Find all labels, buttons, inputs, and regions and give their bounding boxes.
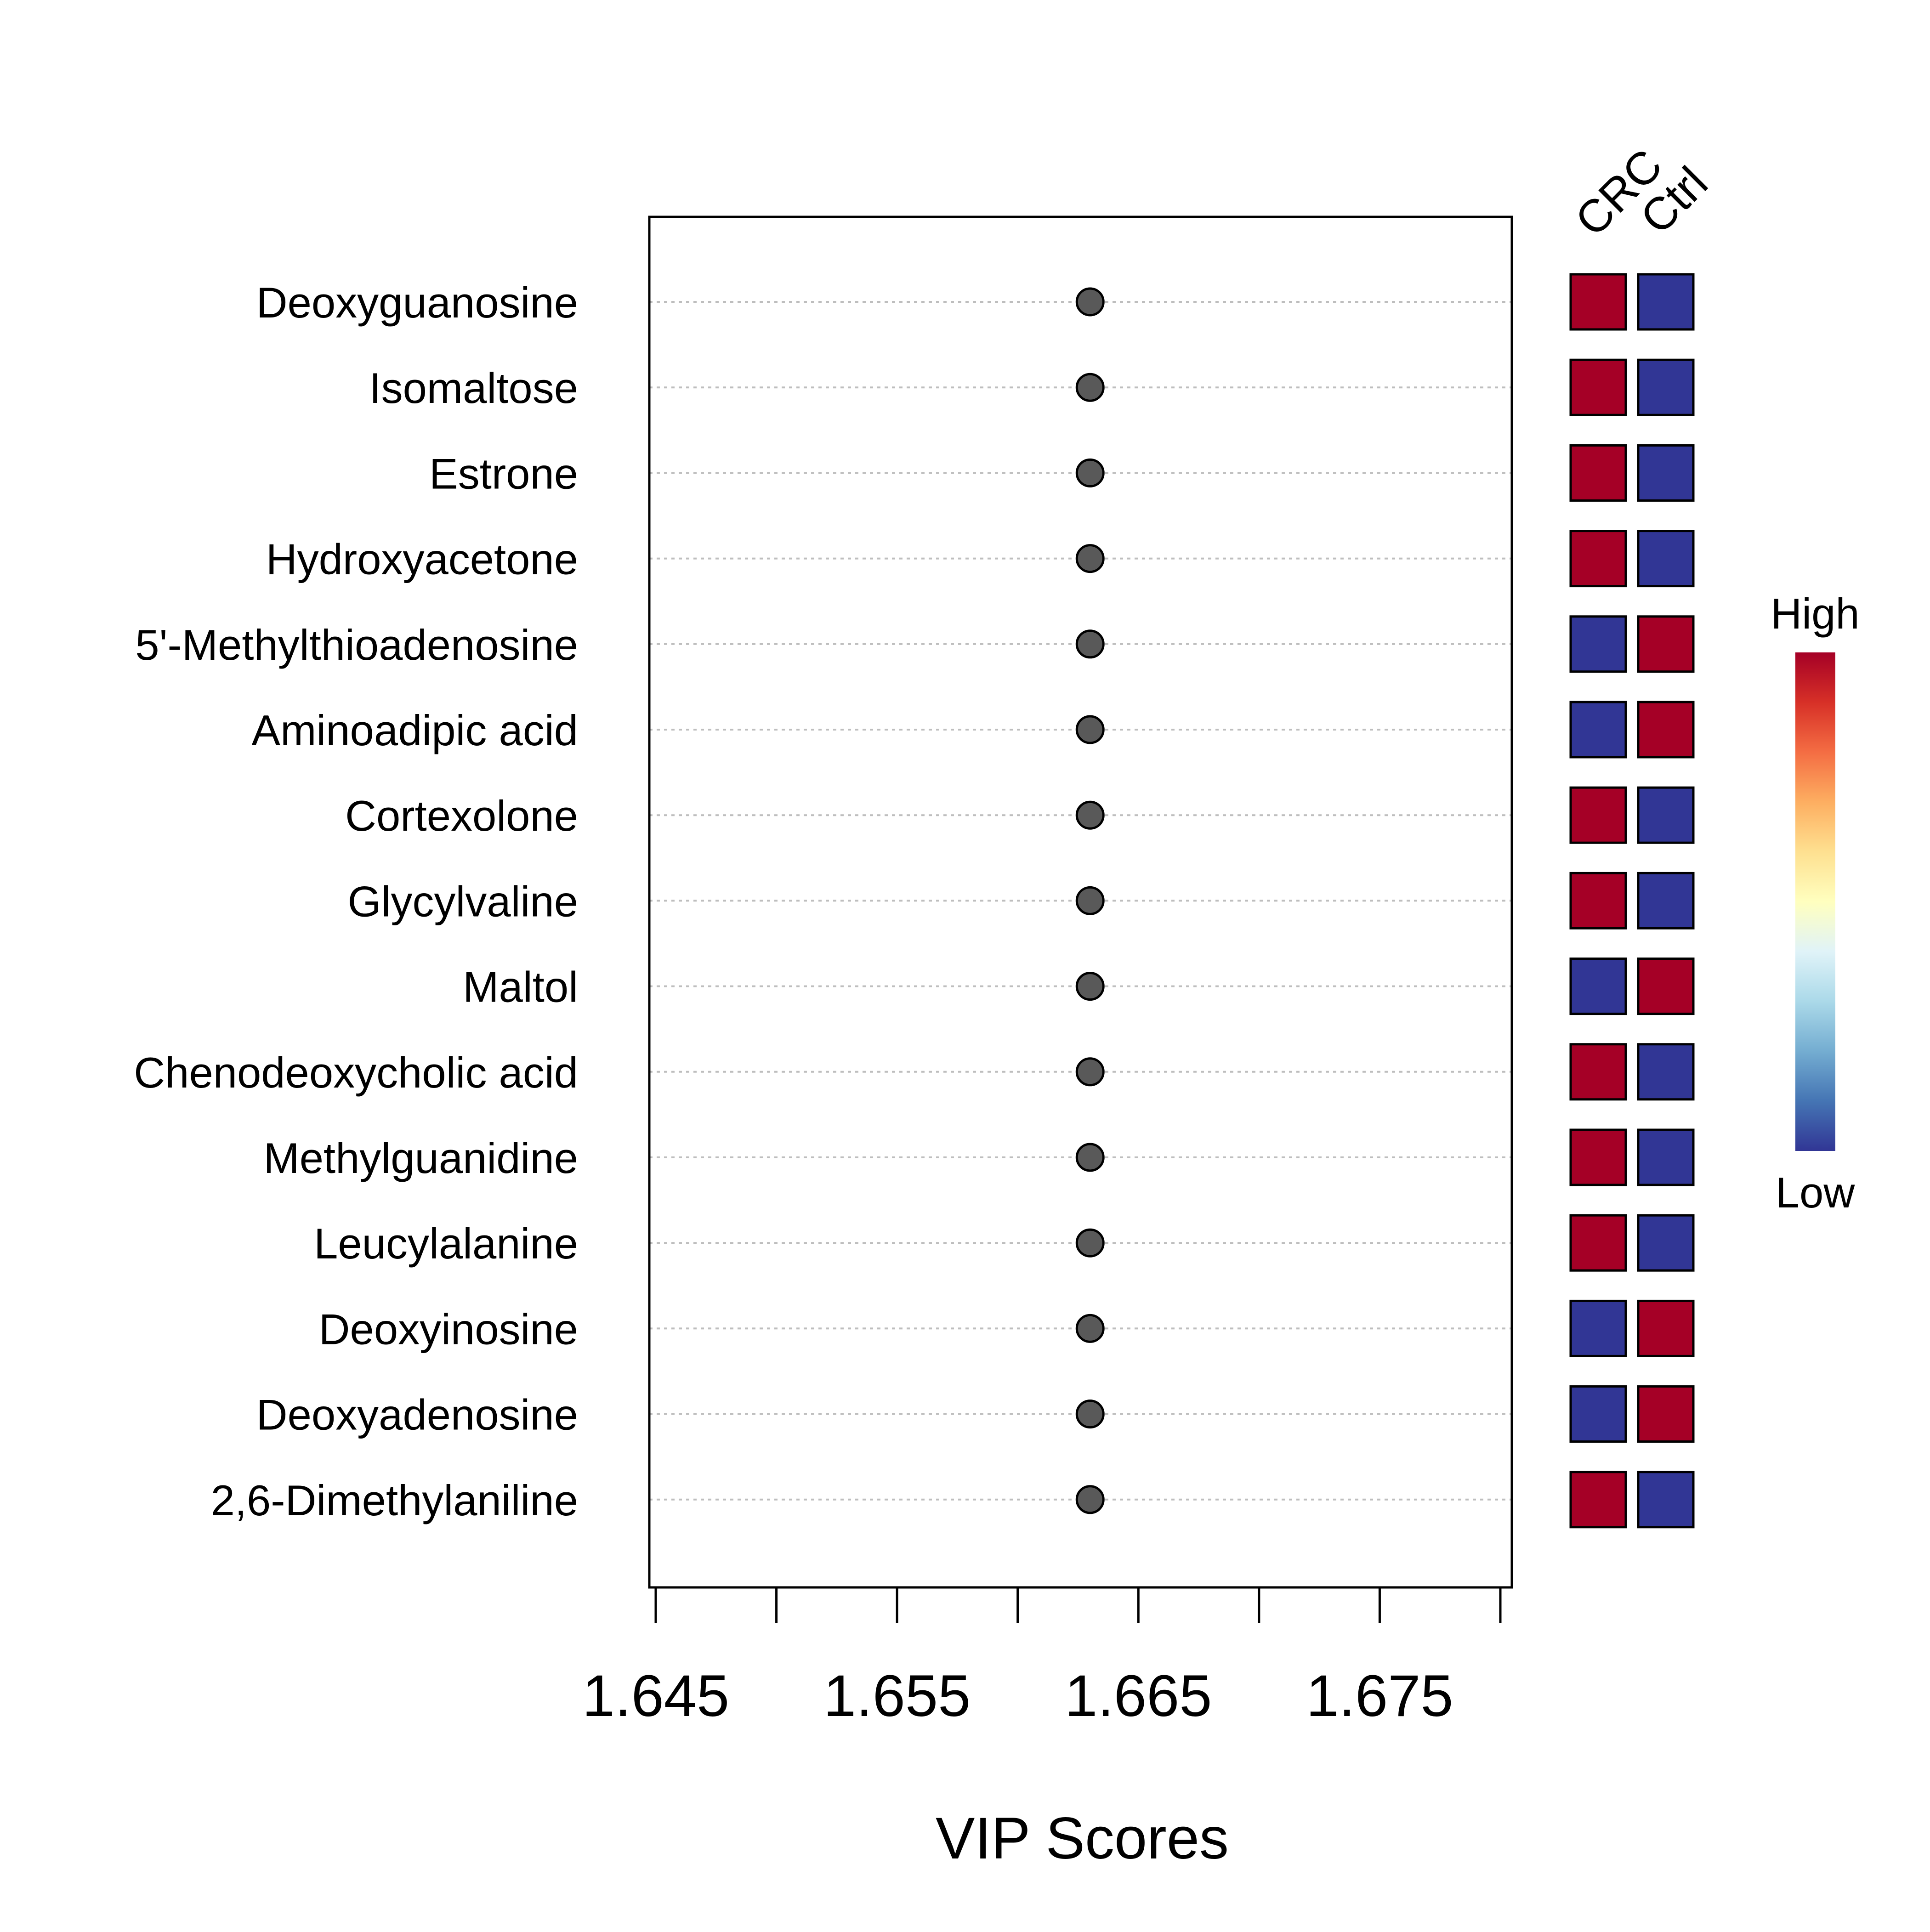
- x-axis-title: VIP Scores: [936, 1806, 1229, 1871]
- heatmap-cell-crc: [1569, 358, 1627, 416]
- metabolite-label: Deoxyinosine: [319, 1305, 578, 1353]
- vip-point: [1075, 373, 1105, 402]
- metabolite-label: Isomaltose: [369, 364, 578, 412]
- heatmap-cell-crc: [1569, 1299, 1627, 1357]
- vip-point: [1075, 544, 1105, 573]
- heatmap-cell-crc: [1569, 701, 1627, 759]
- heatmap-cell-ctrl: [1637, 786, 1695, 844]
- vip-point: [1075, 1057, 1105, 1087]
- heatmap-cell-ctrl: [1637, 1471, 1695, 1529]
- heatmap-cell-ctrl: [1637, 1299, 1695, 1357]
- heatmap-cell-ctrl: [1637, 1214, 1695, 1272]
- heatmap-cell-crc: [1569, 615, 1627, 673]
- vip-point: [1075, 1399, 1105, 1429]
- vip-point: [1075, 800, 1105, 830]
- y-axis-labels: Deoxyguanosine Isomaltose Estrone Hydroxyac…: [134, 278, 578, 1524]
- heatmap-cell-ctrl: [1637, 701, 1695, 759]
- vip-point: [1075, 1228, 1105, 1258]
- metabolite-label: Leucylalanine: [314, 1219, 578, 1268]
- vip-point: [1075, 458, 1105, 487]
- vip-point: [1075, 886, 1105, 915]
- x-tick-label: 1.645: [582, 1663, 729, 1729]
- heatmap-cell-ctrl: [1637, 530, 1695, 588]
- x-tick-label: 1.675: [1306, 1663, 1453, 1729]
- color-legend: High Low: [1771, 589, 1859, 1217]
- legend-low-label: Low: [1776, 1168, 1856, 1217]
- heatmap-cell-ctrl: [1637, 958, 1695, 1015]
- heatmap-cell-crc: [1569, 872, 1627, 929]
- x-tick-label: 1.665: [1065, 1663, 1212, 1729]
- vip-point: [1075, 972, 1105, 1001]
- heatmap-cell-crc: [1569, 958, 1627, 1015]
- metabolite-label: Deoxyguanosine: [256, 278, 578, 327]
- heatmap-cell-ctrl: [1637, 872, 1695, 929]
- metabolite-label: 2,6-Dimethylaniline: [211, 1476, 578, 1524]
- vip-point: [1075, 629, 1105, 659]
- heatmap-cell-ctrl: [1637, 273, 1695, 331]
- heatmap-cell-crc: [1569, 1214, 1627, 1272]
- metabolite-label: Maltol: [463, 963, 578, 1011]
- metabolite-label: Glycylvaline: [348, 877, 579, 925]
- metabolite-label: Estrone: [429, 449, 578, 498]
- heatmap-cell-crc: [1569, 786, 1627, 844]
- metabolite-label: Deoxyadenosine: [256, 1391, 578, 1439]
- heatmap-cell-crc: [1569, 1385, 1627, 1443]
- heatmap-cell-crc: [1569, 1043, 1627, 1101]
- heatmap-cell-crc: [1569, 273, 1627, 331]
- metabolite-label: Methylguanidine: [263, 1134, 578, 1182]
- heatmap-cell-ctrl: [1637, 444, 1695, 502]
- heatmap-cell-crc: [1569, 444, 1627, 502]
- x-axis: 1.645 1.655 1.665 1.675: [582, 1586, 1512, 1729]
- legend-gradient-bar: [1795, 652, 1835, 1151]
- legend-high-label: High: [1771, 589, 1859, 638]
- heatmap-cell-crc: [1569, 1471, 1627, 1529]
- metabolite-label: Cortexolone: [345, 792, 578, 840]
- metabolite-label: Chenodeoxycholic acid: [134, 1048, 578, 1097]
- metabolite-label: Hydroxyacetone: [266, 535, 578, 584]
- heatmap-cell-ctrl: [1637, 1128, 1695, 1186]
- heatmap-cell-crc: [1569, 1128, 1627, 1186]
- metabolite-label: 5'-Methylthioadenosine: [135, 621, 578, 669]
- vip-point: [1075, 715, 1105, 744]
- heatmap-cells: [1569, 273, 1695, 1529]
- vip-point: [1075, 287, 1105, 317]
- vip-point: [1075, 1143, 1105, 1172]
- heatmap-cell-ctrl: [1637, 1043, 1695, 1101]
- heatmap-cell-ctrl: [1637, 358, 1695, 416]
- vip-point: [1075, 1485, 1105, 1514]
- x-tick-label: 1.655: [823, 1663, 971, 1729]
- metabolite-label: Aminoadipic acid: [251, 706, 578, 754]
- heatmap-cell-ctrl: [1637, 1385, 1695, 1443]
- heatmap-cell-ctrl: [1637, 615, 1695, 673]
- data-points: [1075, 287, 1105, 1514]
- heatmap-cell-crc: [1569, 530, 1627, 588]
- vip-point: [1075, 1314, 1105, 1343]
